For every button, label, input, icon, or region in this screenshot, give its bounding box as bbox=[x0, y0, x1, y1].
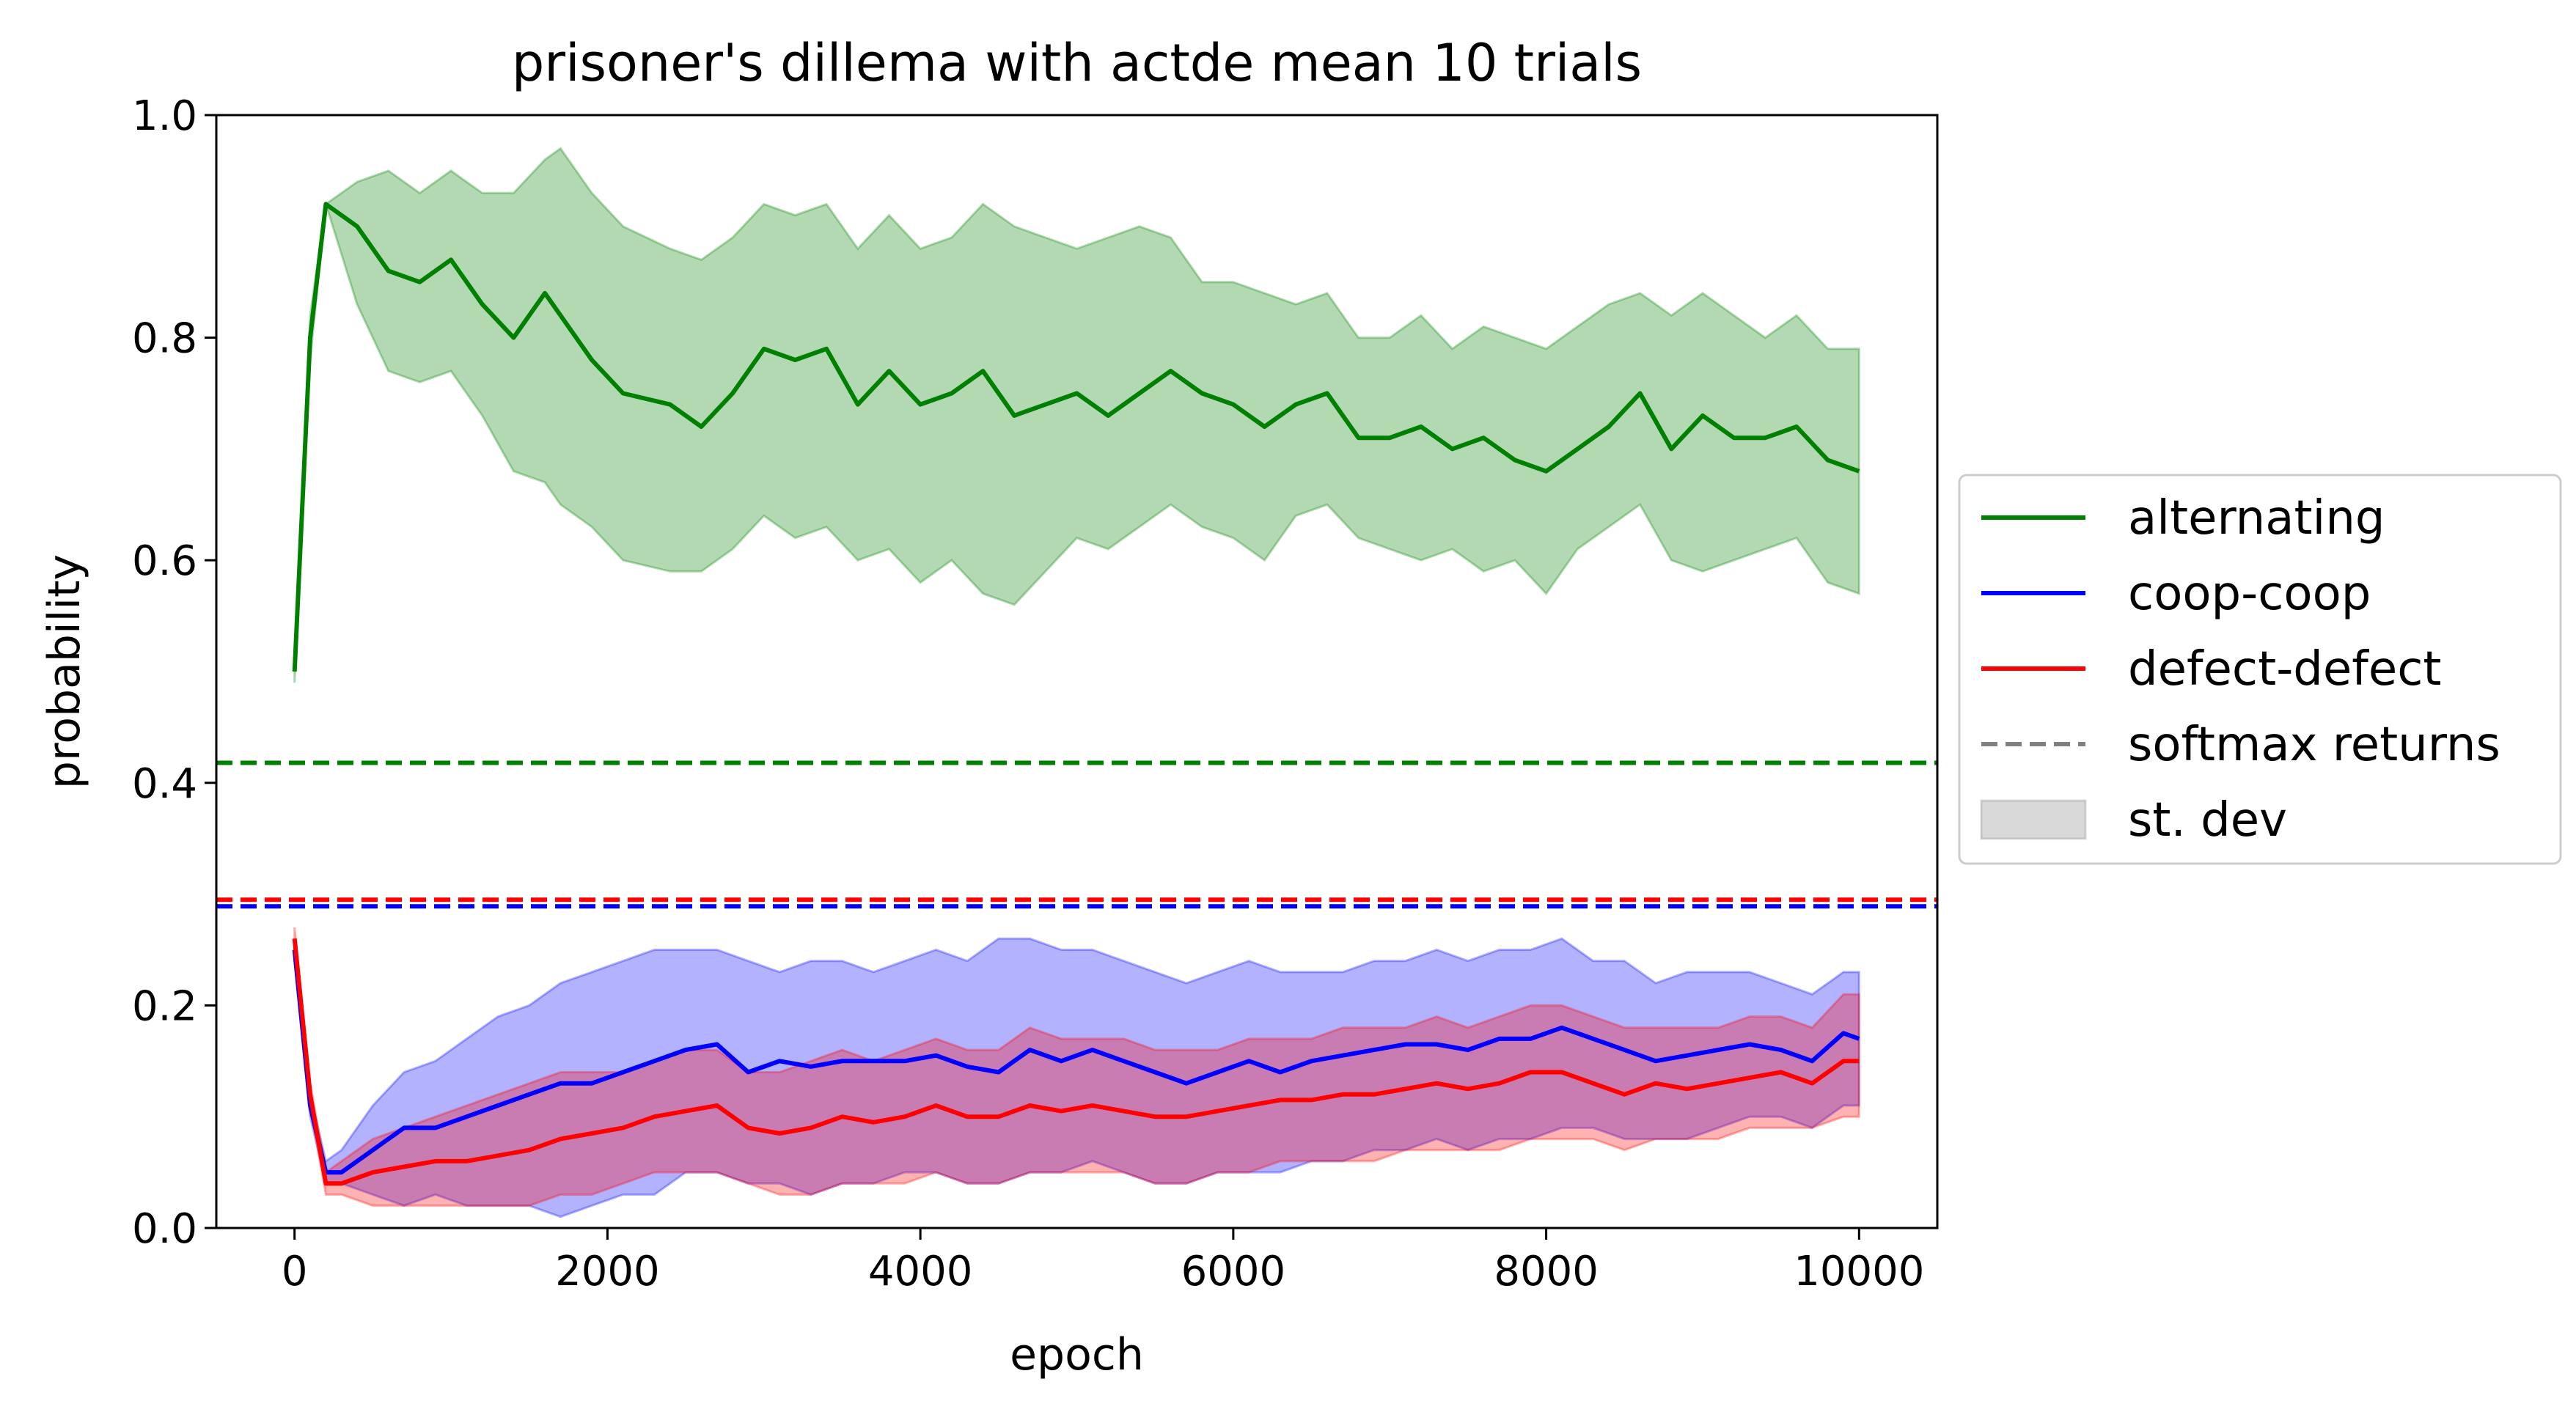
y-axis-label: probability bbox=[39, 554, 90, 789]
series-line-coop-coop bbox=[292, 949, 1860, 1175]
legend-label: defect-defect bbox=[2128, 642, 2441, 696]
y-tick-label: 0.4 bbox=[132, 760, 197, 808]
y-tick-label: 0.0 bbox=[132, 1205, 197, 1253]
x-tick-label: 4000 bbox=[868, 1248, 973, 1295]
x-axis-label: epoch bbox=[1010, 1329, 1144, 1380]
x-tick-label: 2000 bbox=[555, 1248, 660, 1295]
plot-area-frame bbox=[215, 114, 1939, 1229]
x-tick-label: 8000 bbox=[1494, 1248, 1599, 1295]
y-tick-label: 0.8 bbox=[132, 315, 197, 363]
legend-label: alternating bbox=[2128, 491, 2385, 545]
softmax-reference-lines bbox=[216, 760, 1937, 909]
legend-label: coop-coop bbox=[2128, 567, 2371, 621]
y-tick-label: 0.2 bbox=[132, 982, 197, 1030]
series-lines bbox=[292, 202, 1860, 1186]
std-band-coop-coop bbox=[293, 937, 1860, 1218]
legend-label: softmax returns bbox=[2128, 718, 2500, 772]
x-tick-label: 0 bbox=[282, 1248, 308, 1295]
y-axis-ticks: 0.0 0.2 0.4 0.6 0.8 1.0 bbox=[132, 92, 216, 1253]
legend-label: st. dev bbox=[2128, 793, 2287, 847]
x-axis-ticks: 0 2000 4000 6000 8000 10000 bbox=[282, 1228, 1924, 1295]
series-line-defect-defect bbox=[292, 938, 1860, 1186]
legend-handle-st-dev bbox=[1980, 799, 2087, 840]
legend: alternating coop-coop defect-defect softmax… bbox=[1958, 474, 2562, 865]
chart-title: prisoner's dillema with actde mean 10 tr… bbox=[512, 33, 1642, 93]
y-tick-label: 1.0 bbox=[132, 92, 197, 140]
x-tick-label: 6000 bbox=[1181, 1248, 1286, 1295]
x-tick-label: 10000 bbox=[1794, 1248, 1924, 1295]
legend-box bbox=[1958, 474, 2562, 865]
series-line-alternating bbox=[292, 202, 1860, 672]
std-band-alternating bbox=[293, 147, 1860, 683]
y-tick-label: 0.6 bbox=[132, 537, 197, 585]
std-dev-bands bbox=[293, 147, 1860, 1218]
